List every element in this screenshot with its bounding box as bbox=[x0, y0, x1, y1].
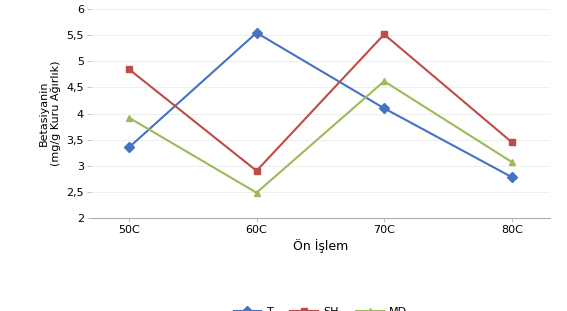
T bbox=[508, 175, 515, 179]
MD bbox=[508, 160, 515, 164]
T bbox=[126, 146, 133, 149]
T bbox=[253, 31, 260, 35]
MD bbox=[253, 191, 260, 195]
Line: SH: SH bbox=[125, 31, 515, 174]
SH bbox=[126, 67, 133, 71]
Line: T: T bbox=[125, 29, 515, 181]
MD bbox=[126, 116, 133, 119]
T bbox=[381, 106, 388, 110]
Line: MD: MD bbox=[125, 78, 515, 196]
SH bbox=[508, 140, 515, 144]
Legend: T, SH, MD: T, SH, MD bbox=[229, 302, 412, 311]
MD bbox=[381, 79, 388, 83]
SH bbox=[381, 32, 388, 36]
SH bbox=[253, 169, 260, 173]
X-axis label: Ön İşlem: Ön İşlem bbox=[293, 239, 348, 253]
Y-axis label: Betasiyanin
(mg/g Kuru Ağırlık): Betasiyanin (mg/g Kuru Ağırlık) bbox=[39, 61, 61, 166]
